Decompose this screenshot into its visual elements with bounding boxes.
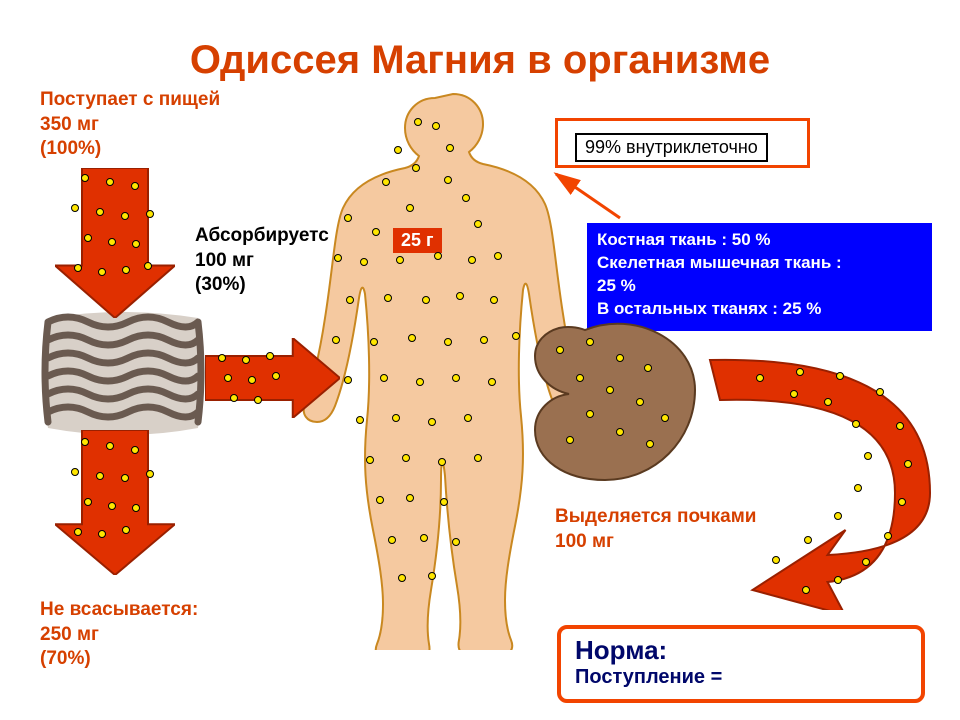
arrow-right-absorbed: [205, 338, 340, 418]
norma-sub: Поступление =: [575, 666, 907, 689]
badge-25g: 25 г: [393, 228, 442, 253]
norma-title: Норма:: [575, 635, 907, 666]
page-title: Одиссея Магния в организме: [0, 38, 960, 83]
intracellular-text: 99% внутриклеточно: [585, 137, 758, 157]
arrow-down-intake: [55, 168, 175, 318]
kidney-icon: [525, 315, 705, 485]
badge-25g-text: 25 г: [401, 230, 434, 250]
norma-box: Норма: Поступление =: [557, 625, 925, 703]
label-intake: Поступает с пищей350 мг(100%): [40, 88, 220, 162]
arrow-curve-kidneys: [690, 350, 940, 610]
intracellular-box: 99% внутриклеточно: [575, 133, 768, 162]
label-notabsorbed: Не всасывается:250 мг(70%): [40, 598, 198, 672]
intestine-icon: [38, 310, 208, 440]
arrow-down-notabsorbed: [55, 430, 175, 575]
